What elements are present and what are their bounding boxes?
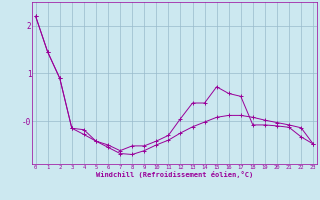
X-axis label: Windchill (Refroidissement éolien,°C): Windchill (Refroidissement éolien,°C) [96,171,253,178]
